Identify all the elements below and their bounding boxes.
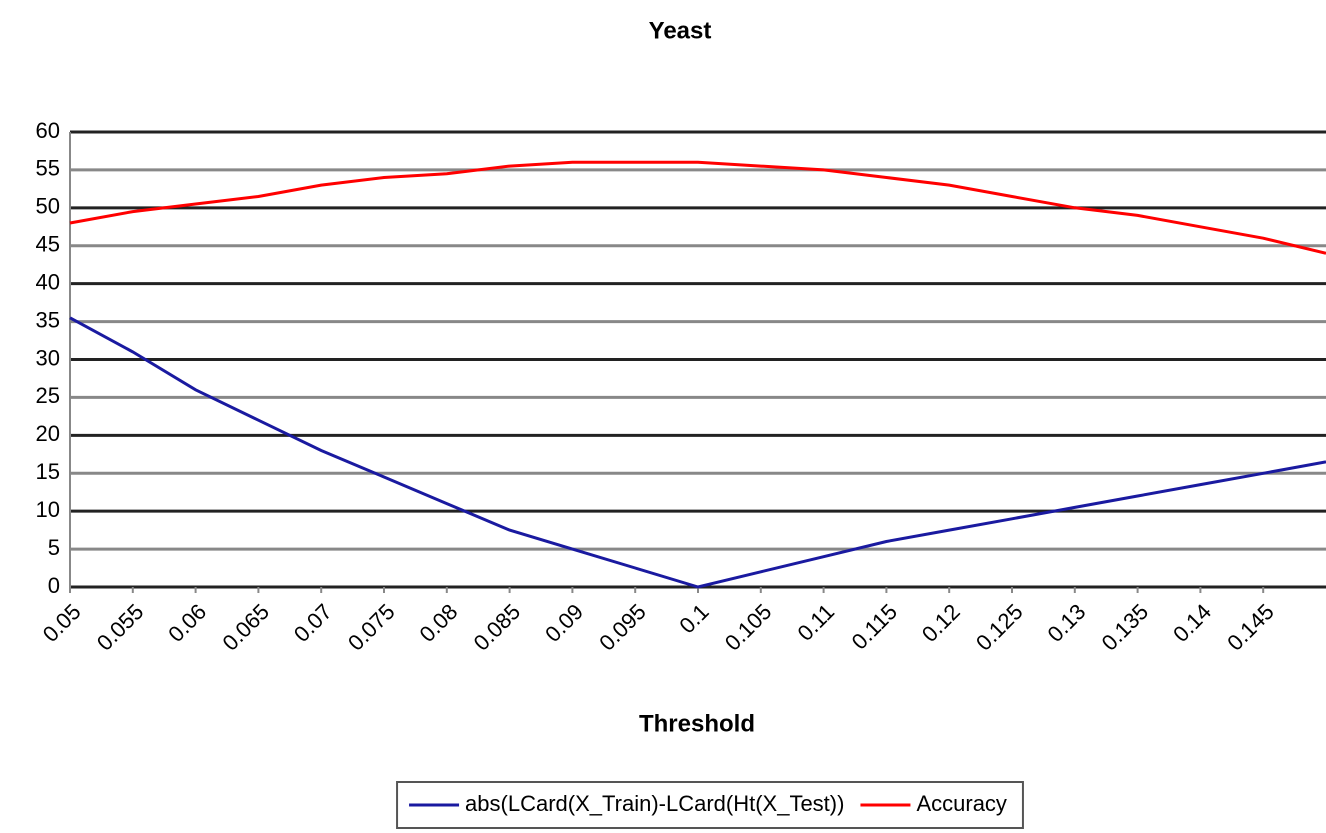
x-tick-label: 0.12 <box>917 599 965 647</box>
x-tick-label: 0.05 <box>38 599 86 647</box>
x-tick-label: 0.105 <box>720 599 777 656</box>
x-tick-label: 0.055 <box>92 599 149 656</box>
x-tick-label: 0.075 <box>343 599 400 656</box>
legend: abs(LCard(X_Train)-LCard(Ht(X_Test)) Accu… <box>396 781 1024 829</box>
legend-box <box>396 781 1024 829</box>
y-tick-label: 40 <box>36 269 60 294</box>
x-tick-label: 0.115 <box>847 599 902 654</box>
y-tick-label: 30 <box>36 345 60 370</box>
x-tick-label: 0.06 <box>163 599 211 647</box>
y-tick-label: 0 <box>48 573 60 598</box>
y-tick-label: 15 <box>36 459 60 484</box>
x-tick-label: 0.135 <box>1097 599 1154 656</box>
x-tick-label: 0.1 <box>674 599 713 638</box>
y-tick-label: 60 <box>36 118 60 143</box>
series-line <box>69 160 1326 255</box>
x-tick-label: 0.13 <box>1042 599 1090 647</box>
y-tick-label: 10 <box>36 497 60 522</box>
y-tick-label: 50 <box>36 194 60 219</box>
y-tick-label: 45 <box>36 232 60 257</box>
x-tick-label: 0.08 <box>414 599 462 647</box>
x-tick-label: 0.14 <box>1168 599 1216 647</box>
x-tick-label: 0.085 <box>469 599 526 656</box>
legend-label: abs(LCard(X_Train)-LCard(Ht(X_Test)) <box>465 791 844 816</box>
y-tick-label: 20 <box>36 421 60 446</box>
x-tick-label: 0.145 <box>1222 599 1279 656</box>
y-tick-label: 55 <box>36 156 60 181</box>
legend-label: Accuracy <box>916 791 1006 816</box>
x-axis-title: Threshold <box>639 710 755 737</box>
chart-title: Yeast <box>649 17 712 44</box>
x-tick-label: 0.09 <box>540 599 588 647</box>
x-tick-label: 0.11 <box>792 599 839 646</box>
x-tick-label: 0.065 <box>217 599 274 656</box>
y-tick-label: 25 <box>36 383 60 408</box>
x-tick-label: 0.095 <box>594 599 651 656</box>
y-tick-label: 35 <box>36 307 60 332</box>
x-tick-label: 0.07 <box>289 599 337 647</box>
x-tick-label: 0.125 <box>971 599 1028 656</box>
y-tick-label: 5 <box>48 535 60 560</box>
series-line <box>69 316 1326 589</box>
